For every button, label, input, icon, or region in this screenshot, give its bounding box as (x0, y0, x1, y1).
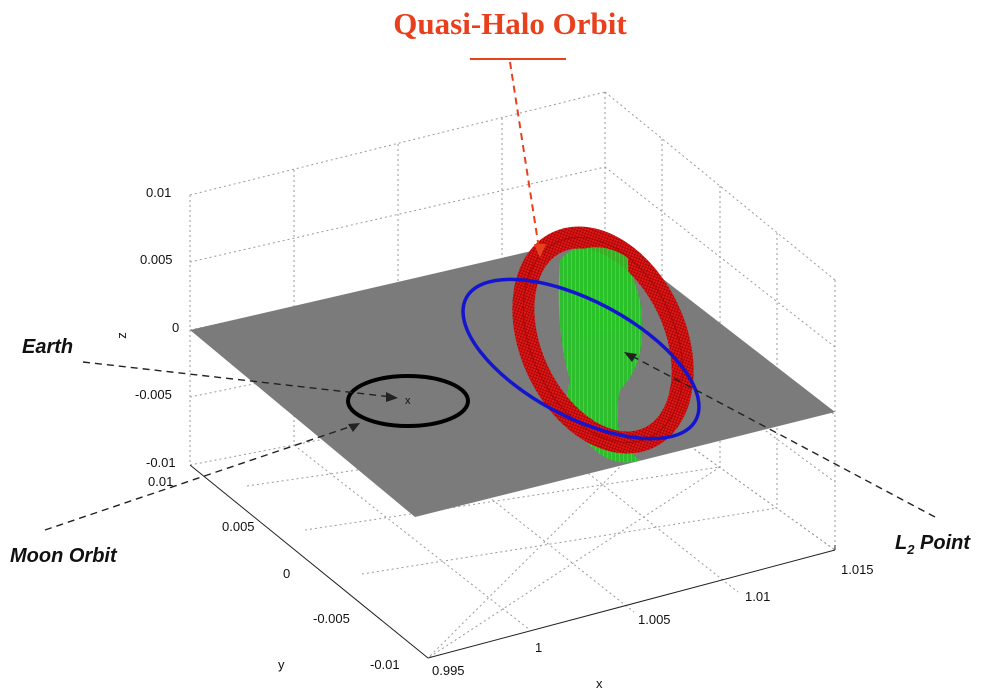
x-tick: 0.995 (432, 663, 465, 678)
z-zero-plane (190, 234, 835, 517)
l2-suffix: Point (914, 532, 970, 554)
earth-label: Earth (22, 336, 74, 358)
z-tick: 0.01 (146, 185, 172, 200)
x-tick: 1.015 (841, 562, 874, 577)
z-axis-label: z (113, 332, 129, 339)
quasi-halo-green-front (565, 247, 629, 340)
title-underline (470, 58, 566, 60)
moon-orbit (346, 374, 470, 428)
moon-orbit-label: Moon Orbit (10, 545, 117, 567)
y-tick: 0.005 (222, 519, 255, 534)
y-tick: 0 (283, 566, 291, 581)
z-tick: -0.01 (146, 455, 176, 470)
axes-frame (189, 464, 836, 659)
y-axis-label: y (278, 657, 285, 672)
z-tick: 0 (172, 320, 180, 335)
z-tick: -0.005 (135, 387, 172, 402)
y-tick: -0.005 (313, 611, 350, 626)
callout-leaders (44, 61, 936, 531)
y-tick: 0.01 (148, 474, 174, 489)
x-tick: 1.005 (638, 612, 671, 627)
l2-subscript: 2 (907, 542, 915, 557)
halo-orbit (461, 277, 701, 441)
callout-arrowheads (348, 244, 637, 432)
x-axis-label: x (596, 676, 603, 691)
diagram-title: Quasi-Halo Orbit (393, 6, 627, 41)
l2-point-label: L2 Point (895, 532, 970, 557)
z-tick: 0.005 (140, 252, 173, 267)
earth-marker: x (405, 395, 411, 407)
l2-letter: L (895, 532, 908, 554)
y-tick: -0.01 (370, 657, 400, 672)
x-tick: 1 (535, 640, 543, 655)
x-tick: 1.01 (745, 589, 771, 604)
